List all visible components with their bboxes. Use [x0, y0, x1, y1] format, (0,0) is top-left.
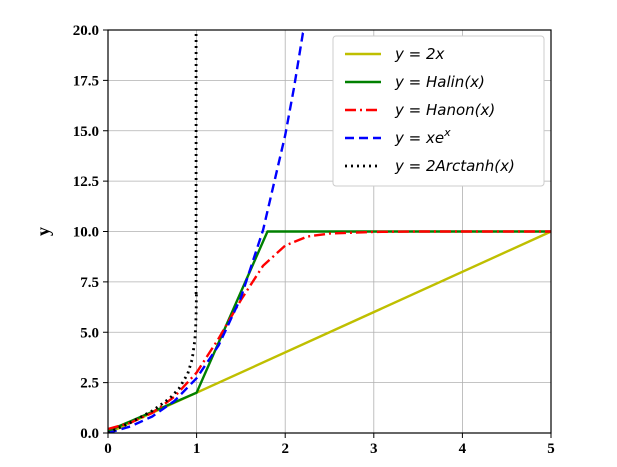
legend-label-1: y = Halin(x) [394, 73, 485, 91]
ticks: 0 1 2 3 4 5 0.0 2.5 5.0 7.5 10.0 12.5 15.0 17.5 20.0 [73, 23, 555, 457]
y-tick-label: 12.5 [73, 174, 99, 190]
y-axis-label: y [33, 227, 53, 236]
y-tick-label: 2.5 [80, 376, 99, 392]
y-tick-label: 5.0 [80, 325, 99, 341]
series-line-2 [108, 230, 551, 431]
x-tick-label: 3 [370, 441, 378, 457]
legend-label-2: y = Hanon(x) [394, 101, 495, 119]
x-tick-label: 0 [104, 441, 112, 457]
y-tick-label: 17.5 [73, 73, 99, 89]
legend-label-0: y = 2x [394, 45, 445, 63]
x-tick-label: 2 [281, 441, 289, 457]
x-tick-label: 4 [459, 441, 467, 457]
legend-label-4: y = 2Arctanh(x) [394, 157, 515, 175]
legend-superscript: x [443, 126, 451, 139]
y-tick-label: 10.0 [73, 225, 99, 241]
y-tick-label: 7.5 [80, 275, 99, 291]
y-tick-label: 15.0 [73, 124, 99, 140]
legend-label-3: y = xex [394, 126, 451, 147]
legend-box [332, 35, 545, 187]
series-layer [108, 30, 551, 433]
legend: y = 2x y = Halin(x) y = Hanon(x) y = xex y =… [332, 35, 545, 187]
series-line-3 [108, 30, 306, 433]
x-tick-label: 5 [547, 441, 555, 457]
legend-entries: y = 2x y = Halin(x) y = Hanon(x) y = xex y =… [345, 45, 515, 175]
y-tick-label: 20.0 [73, 23, 99, 39]
x-tick-label: 1 [193, 441, 201, 457]
y-tick-label: 0.0 [80, 426, 99, 442]
